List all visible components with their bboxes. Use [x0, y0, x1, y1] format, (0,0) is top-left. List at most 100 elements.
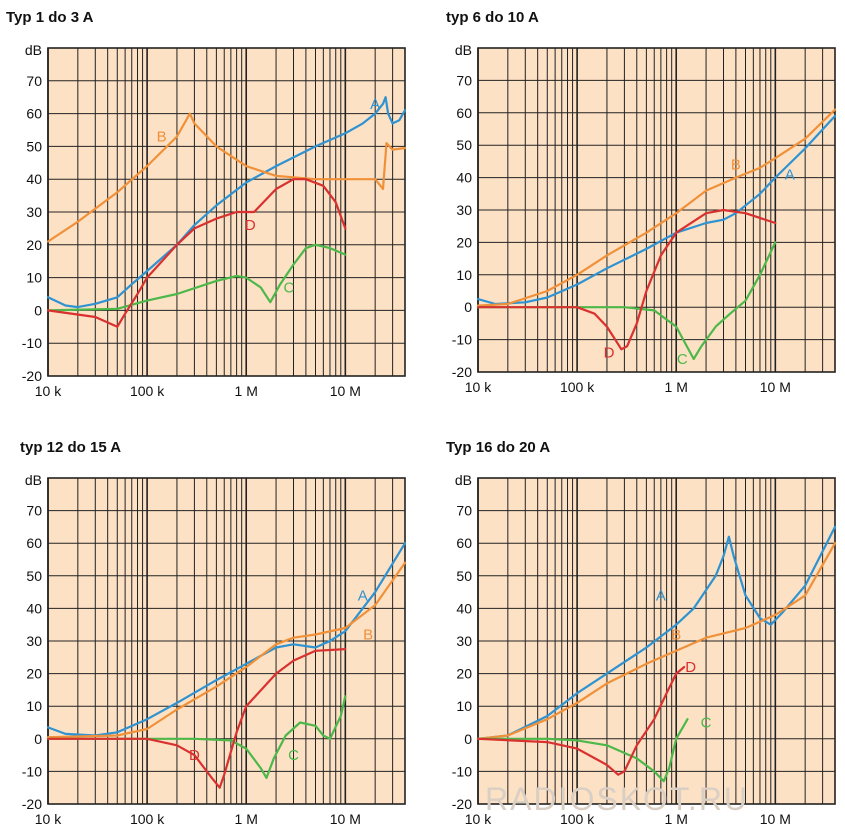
series-line-D: [46, 178, 347, 328]
y-tick-label: 60: [456, 535, 472, 551]
series-label-B: B: [363, 626, 373, 643]
plot-frame: [47, 47, 406, 377]
y-tick-label: 30: [26, 633, 42, 649]
y-axis-label: dB: [455, 472, 472, 488]
x-tick-label: 10 k: [465, 811, 492, 827]
series-label-D: D: [189, 747, 200, 764]
x-tick-label: 1 M: [665, 811, 688, 827]
y-tick-label: 0: [464, 299, 472, 315]
chart-title: Typ 16 do 20 A: [446, 439, 550, 456]
series-label-C: C: [284, 279, 295, 296]
series-line-D: [46, 648, 347, 789]
x-tick-label: 10 M: [330, 811, 361, 827]
x-tick-label: 10 M: [330, 383, 361, 399]
watermark: RADIOSKOT.RU: [485, 781, 749, 817]
y-tick-label: 40: [26, 600, 42, 616]
y-tick-label: 40: [456, 600, 472, 616]
series-label-D: D: [604, 345, 615, 362]
x-tick-label: 100 k: [130, 811, 165, 827]
series-line-C: [46, 243, 347, 312]
y-tick-label: 60: [26, 535, 42, 551]
plot-frame: [477, 47, 836, 373]
y-tick-label: 30: [456, 202, 472, 218]
y-tick-label: 70: [26, 503, 42, 519]
chart-title: typ 6 do 10 A: [446, 9, 539, 26]
y-tick-label: 20: [456, 666, 472, 682]
y-tick-label: 40: [456, 170, 472, 186]
series-label-C: C: [677, 351, 688, 368]
y-tick-label: 60: [456, 105, 472, 121]
y-tick-label: 50: [26, 568, 42, 584]
y-tick-label: 40: [26, 171, 42, 187]
series-line-B: [46, 561, 407, 739]
x-tick-label: 1 M: [665, 379, 688, 395]
chart-panel-4: Typ 16 do 20 A dB -20 -10 0 10 20 30 40 50 60 70 10 …: [446, 439, 837, 827]
y-tick-label: -20: [22, 368, 42, 384]
series-label-B: B: [671, 626, 681, 643]
series-line-C: [476, 718, 689, 783]
series-label-C: C: [701, 715, 712, 732]
series-line-A: [46, 96, 407, 309]
x-tick-label: 1 M: [235, 383, 258, 399]
y-tick-label: 10: [456, 267, 472, 283]
series-line-A: [476, 525, 837, 740]
y-tick-label: 10: [26, 270, 42, 286]
series-label-B: B: [731, 157, 741, 174]
series-line-D: [476, 666, 686, 776]
y-tick-label: 70: [26, 73, 42, 89]
series-label-A: A: [785, 166, 795, 183]
series-line-C: [476, 241, 777, 361]
y-tick-label: 0: [464, 731, 472, 747]
y-tick-label: -10: [22, 335, 42, 351]
y-tick-label: 20: [456, 234, 472, 250]
y-tick-label: 10: [26, 698, 42, 714]
y-tick-label: -20: [452, 796, 472, 812]
chart-panel-2: typ 6 do 10 A dB -20 -10 0 10 20 30 40 50 60 70 10 k…: [446, 9, 837, 395]
y-tick-label: 0: [34, 302, 42, 318]
series-label-A: A: [656, 587, 666, 604]
y-tick-label: 50: [456, 568, 472, 584]
y-tick-label: 60: [26, 106, 42, 122]
x-tick-label: 1 M: [235, 811, 258, 827]
y-tick-label: -20: [452, 364, 472, 380]
y-tick-label: 30: [456, 633, 472, 649]
y-tick-label: -10: [452, 763, 472, 779]
y-tick-label: 70: [456, 503, 472, 519]
x-tick-label: 10 k: [465, 379, 492, 395]
series-label-D: D: [685, 659, 696, 676]
y-tick-label: 20: [26, 666, 42, 682]
series-label-D: D: [245, 217, 256, 234]
series-label-A: A: [358, 587, 368, 604]
x-tick-label: 100 k: [560, 811, 595, 827]
y-tick-label: -10: [22, 763, 42, 779]
x-tick-label: 100 k: [130, 383, 165, 399]
plot-frame: [477, 477, 836, 805]
x-tick-label: 10 k: [35, 811, 62, 827]
y-tick-label: 0: [34, 731, 42, 747]
chart-panel-3: typ 12 do 15 A dB -20 -10 0 10 20 30 40 50 60 70 10 …: [20, 439, 407, 827]
series-line-D: [476, 208, 777, 351]
y-axis-label: dB: [25, 472, 42, 488]
y-axis-label: dB: [25, 42, 42, 58]
chart-panel-1: Typ 1 do 3 A dB -20 -10 0 10 20 30 40 50 60 70 10 k 1…: [6, 9, 407, 399]
chart-title: typ 12 do 15 A: [20, 439, 121, 456]
series-line-B: [476, 542, 837, 740]
x-tick-label: 10 k: [35, 383, 62, 399]
y-tick-label: 10: [456, 698, 472, 714]
plot-frame: [47, 477, 406, 805]
x-tick-label: 10 M: [760, 811, 791, 827]
x-tick-label: 100 k: [560, 379, 595, 395]
y-tick-label: 50: [456, 137, 472, 153]
y-tick-label: 50: [26, 138, 42, 154]
y-tick-label: -20: [22, 796, 42, 812]
y-axis-label: dB: [455, 42, 472, 58]
y-tick-label: 30: [26, 204, 42, 220]
series-label-C: C: [288, 747, 299, 764]
series-line-B: [46, 112, 407, 243]
series-label-B: B: [157, 129, 167, 146]
y-tick-label: 70: [456, 72, 472, 88]
series-line-A: [46, 542, 407, 737]
series-label-A: A: [370, 96, 380, 113]
chart-title: Typ 1 do 3 A: [6, 9, 94, 26]
